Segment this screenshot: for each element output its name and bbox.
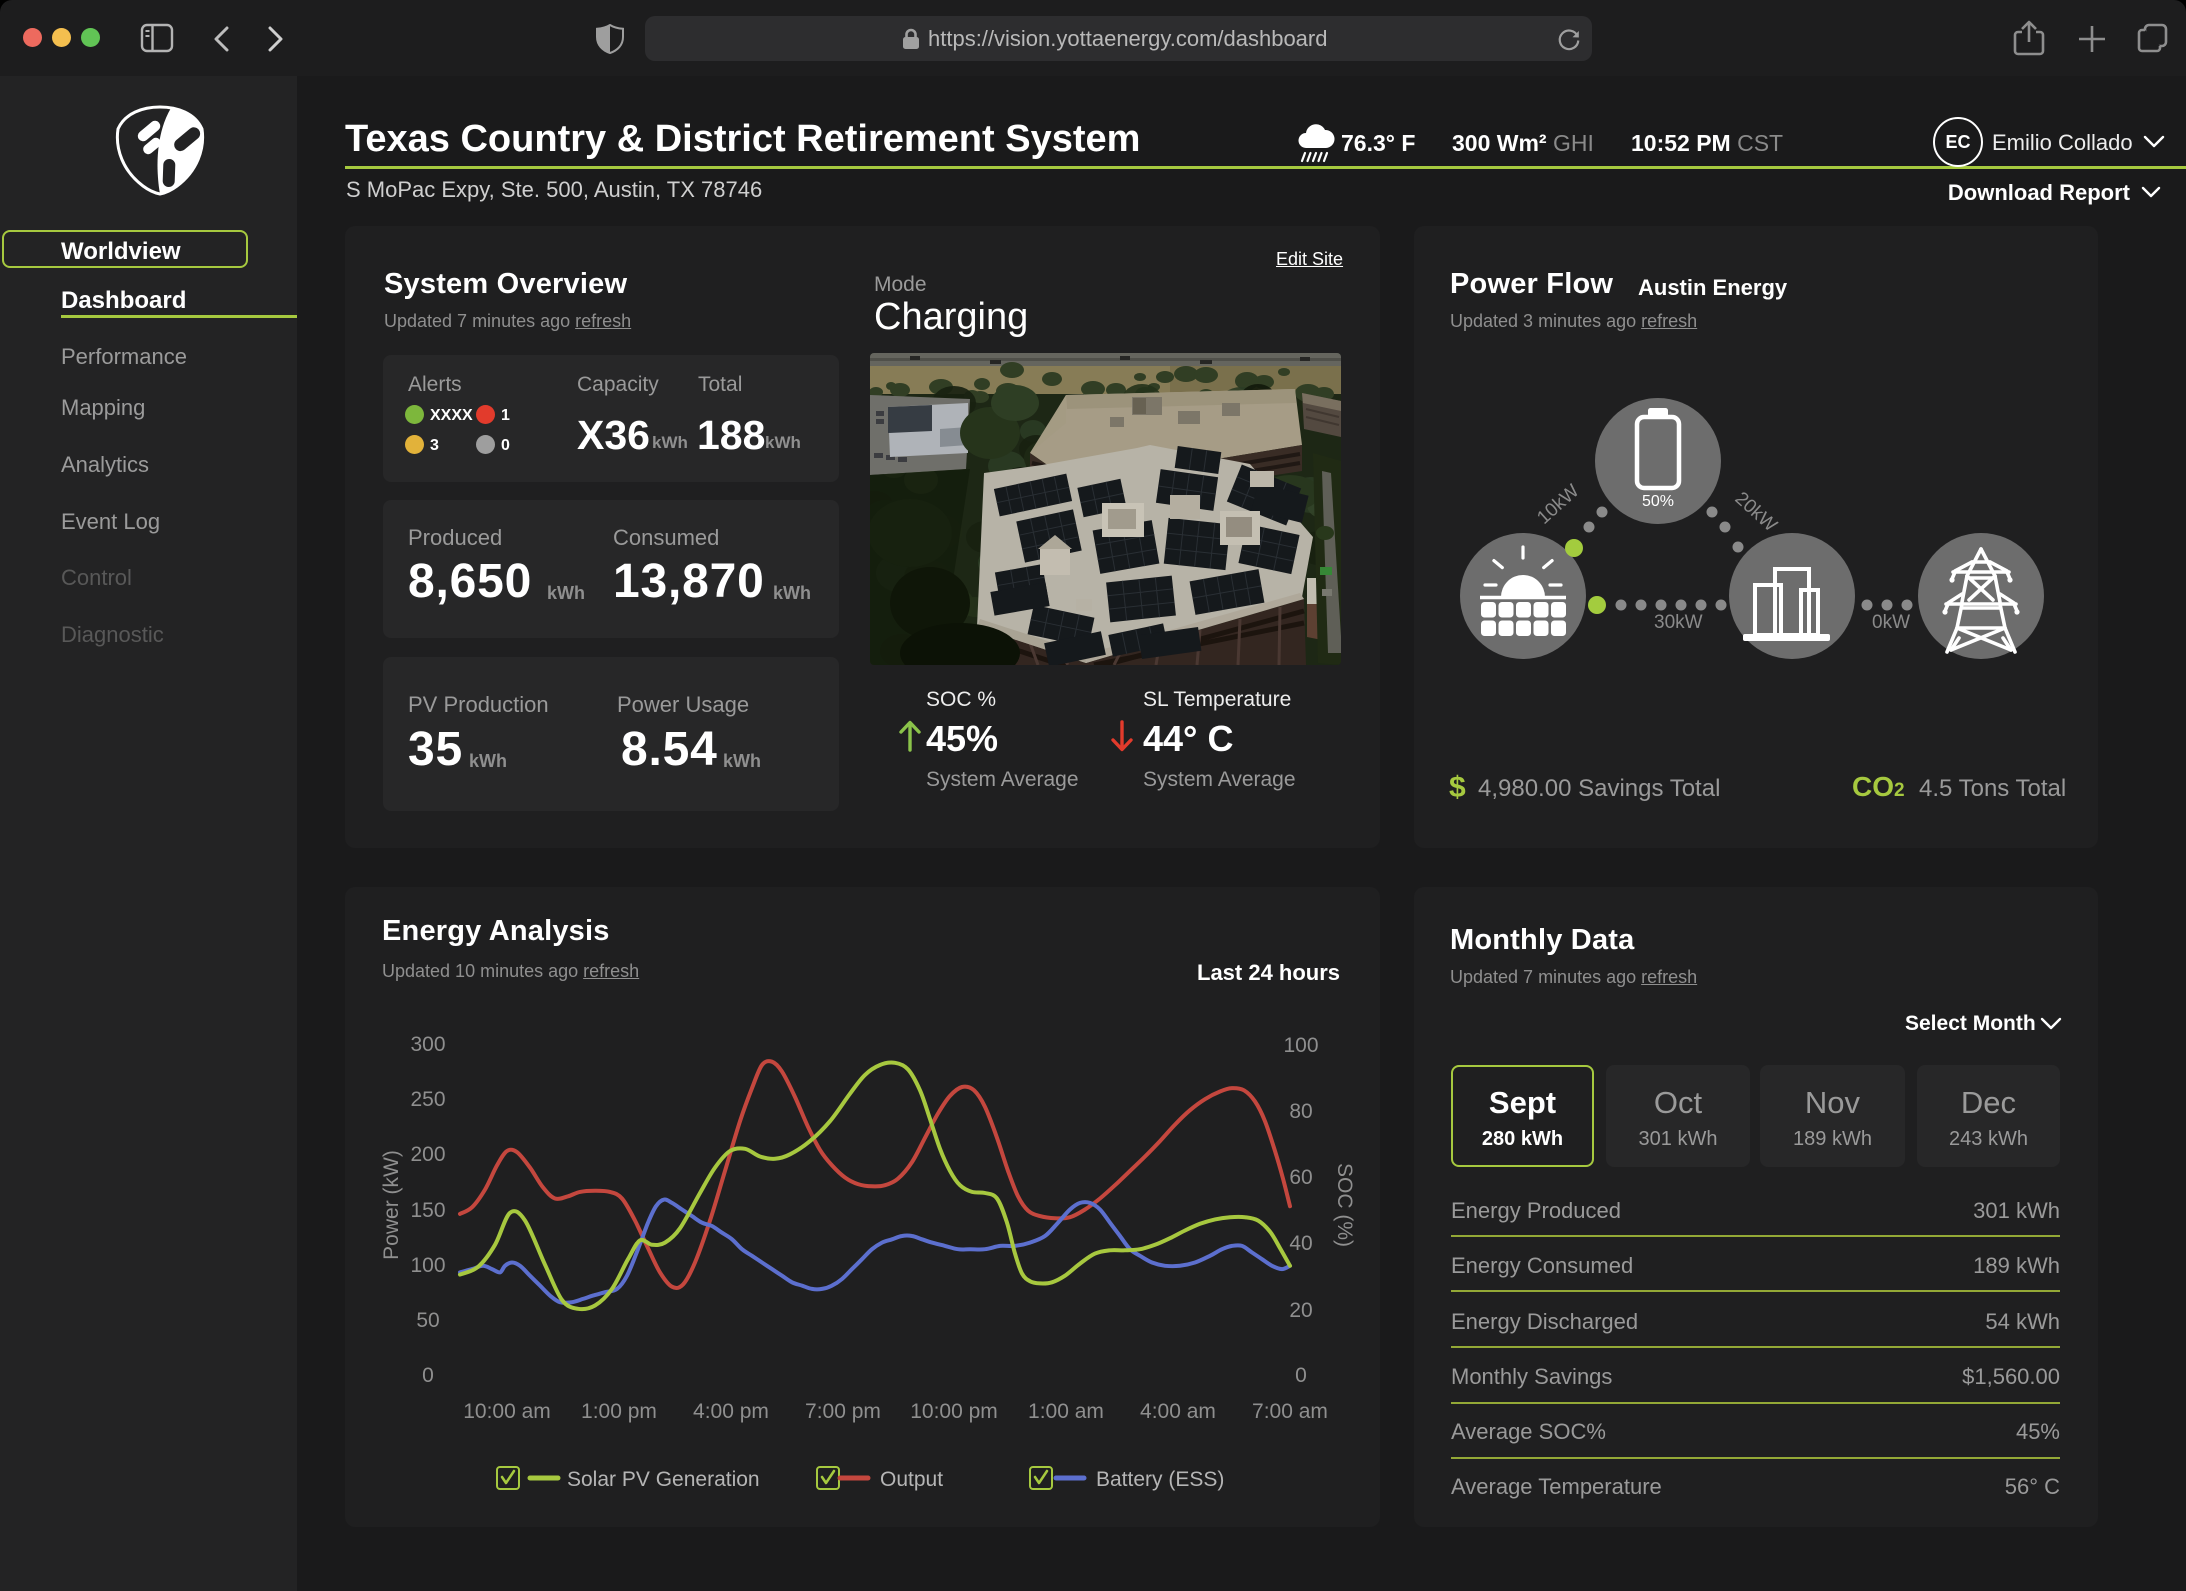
svg-text:Solar PV Generation: Solar PV Generation [567,1468,760,1491]
svg-text:SOC (%): SOC (%) [1333,1163,1356,1247]
svg-text:0: 0 [1295,1364,1307,1387]
svg-text:10:00 pm: 10:00 pm [910,1400,998,1423]
svg-text:250: 250 [410,1088,445,1111]
svg-text:30kW: 30kW [1654,612,1703,633]
svg-text:80: 80 [1289,1100,1312,1123]
svg-text:7:00 am: 7:00 am [1252,1400,1328,1423]
svg-text:Battery (ESS): Battery (ESS) [1096,1468,1224,1491]
svg-text:50: 50 [416,1309,439,1332]
svg-text:7:00 pm: 7:00 pm [805,1400,881,1423]
svg-text:1:00 pm: 1:00 pm [581,1400,657,1423]
svg-text:40: 40 [1289,1232,1312,1255]
svg-text:10kW: 10kW [1533,481,1583,529]
svg-text:Output: Output [880,1468,943,1491]
svg-text:4:00 pm: 4:00 pm [693,1400,769,1423]
svg-text:50%: 50% [1642,493,1674,510]
svg-text:200: 200 [410,1143,445,1166]
svg-text:1:00 am: 1:00 am [1028,1400,1104,1423]
svg-text:10:00 am: 10:00 am [463,1400,551,1423]
svg-text:20kW: 20kW [1731,488,1781,536]
svg-text:0: 0 [422,1364,434,1387]
svg-text:100: 100 [1283,1034,1318,1057]
svg-text:60: 60 [1289,1166,1312,1189]
svg-text:0kW: 0kW [1872,612,1910,633]
svg-text:20: 20 [1289,1299,1312,1322]
svg-text:150: 150 [410,1199,445,1222]
svg-text:100: 100 [410,1254,445,1277]
svg-text:Power (kW): Power (kW) [380,1150,403,1260]
svg-text:4:00 am: 4:00 am [1140,1400,1216,1423]
svg-text:300: 300 [410,1033,445,1056]
